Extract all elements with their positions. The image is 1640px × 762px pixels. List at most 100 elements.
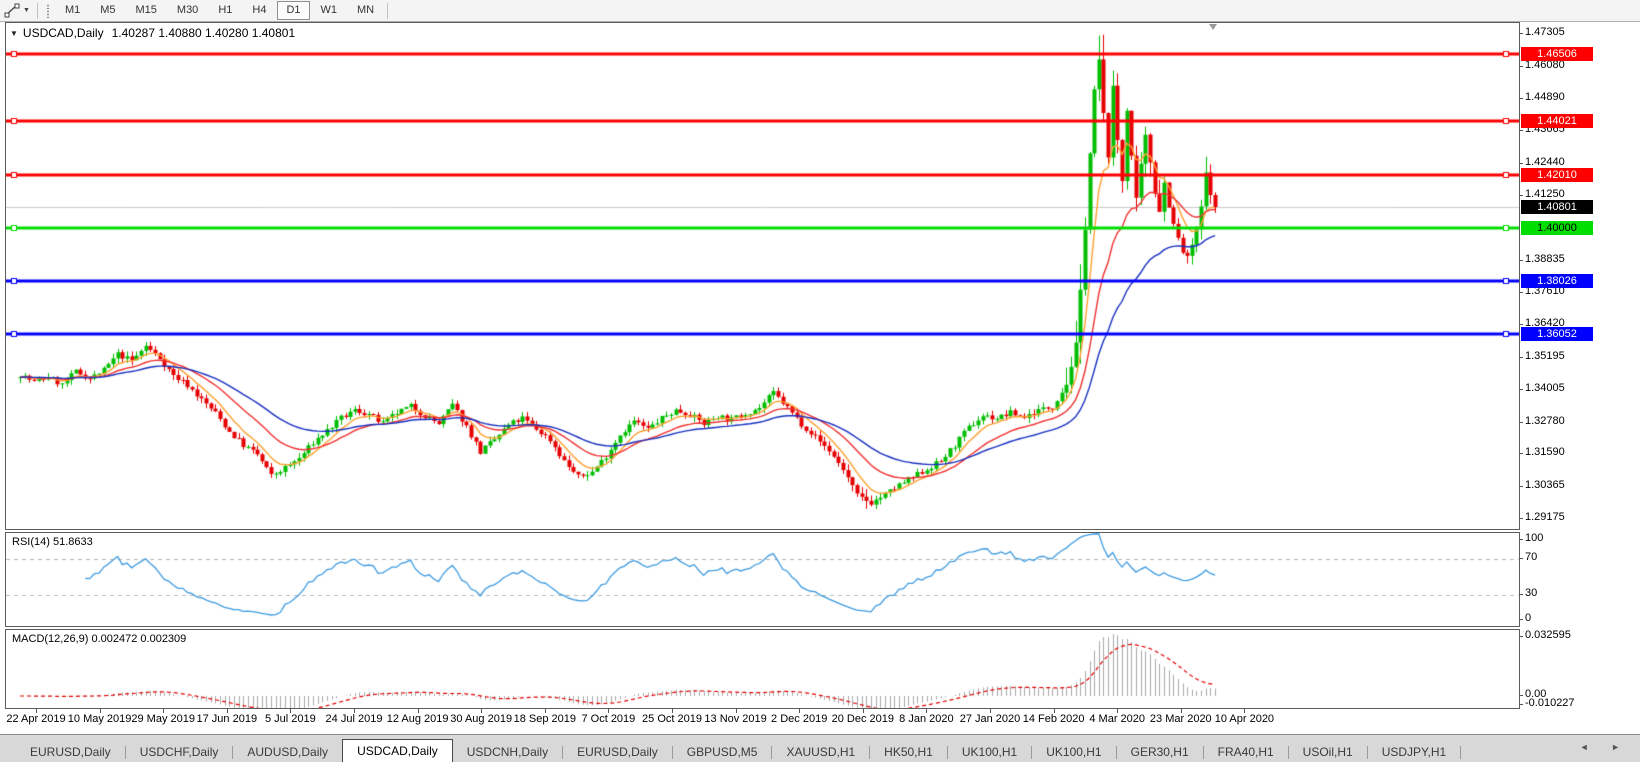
macd-axis-tick-mark <box>1519 636 1523 637</box>
date-axis-tick-mark <box>163 709 165 713</box>
timeframe-button-m15[interactable]: M15 <box>135 4 157 16</box>
macd-label: MACD(12,26,9) 0.002472 0.002309 <box>12 633 187 645</box>
tab-separator <box>946 746 948 759</box>
price-axis-tick: 1.41250 <box>1525 187 1565 200</box>
price-axis-tick: 1.36420 <box>1525 317 1565 330</box>
tab-audusd-daily-2[interactable]: AUDUSD,Daily <box>247 745 329 759</box>
toolbar-separator <box>36 2 38 19</box>
price-axis-tick-mark <box>1519 163 1523 165</box>
tab-separator <box>562 746 564 759</box>
price-axis-tick: 1.32780 <box>1525 414 1565 427</box>
tab-uk100-h1-10[interactable]: UK100,H1 <box>1046 745 1102 759</box>
tab-usdcnh-daily-4[interactable]: USDCNH,Daily <box>466 745 549 759</box>
tab-usoil-h1-13[interactable]: USOil,H1 <box>1302 745 1353 759</box>
date-axis-tick-mark <box>1180 709 1182 713</box>
macd-canvas[interactable] <box>6 630 1519 708</box>
price-axis-tick: 1.35195 <box>1525 349 1565 362</box>
price-axis-tick-mark <box>1519 97 1523 99</box>
rsi-axis-tick-mark <box>1519 558 1523 559</box>
tabs-scroll-right-icon[interactable]: ► <box>1611 742 1630 752</box>
price-axis-tick-mark <box>1519 65 1523 67</box>
current-price-tag: 1.40801 <box>1521 199 1593 214</box>
date-axis-tick: 23 Mar 2020 <box>1149 713 1212 725</box>
macd-axis-tick: 0.032595 <box>1525 629 1571 641</box>
date-axis-tick-mark <box>417 709 419 713</box>
price-axis-tick-mark <box>1519 518 1523 519</box>
level-price-tag-1.40000[interactable]: 1.40000 <box>1521 221 1593 236</box>
timeframe-button-h4[interactable]: H4 <box>252 4 267 16</box>
tab-separator <box>1115 746 1117 759</box>
tab-xauusd-h1-7[interactable]: XAUUSD,H1 <box>786 745 856 759</box>
tab-usdcad-daily-3[interactable]: USDCAD,Daily <box>342 739 453 762</box>
timeframe-button-mn[interactable]: MN <box>357 4 375 16</box>
timeframe-button-d1[interactable]: D1 <box>277 1 310 20</box>
tab-usdchf-daily-1[interactable]: USDCHF,Daily <box>139 745 219 759</box>
tab-uk100-h1-9[interactable]: UK100,H1 <box>961 745 1018 759</box>
date-axis-tick-mark <box>1117 709 1119 713</box>
price-axis-tick-mark <box>1519 259 1523 261</box>
macd-panel[interactable] <box>5 629 1520 709</box>
level-price-tag-1.36052[interactable]: 1.36052 <box>1521 327 1593 342</box>
timeframe-button-h1[interactable]: H1 <box>218 4 233 16</box>
rsi-panel[interactable] <box>5 532 1520 627</box>
price-axis-tick: 1.30365 <box>1525 479 1565 492</box>
tab-fra40-h1-12[interactable]: FRA40,H1 <box>1217 745 1274 759</box>
date-axis-tick-mark <box>1244 709 1246 713</box>
chart-symbol-label: USDCAD,Daily <box>22 26 104 40</box>
rsi-axis-tick: 100 <box>1525 532 1544 544</box>
date-axis-tick: 29 May 2019 <box>131 713 195 725</box>
level-price-tag-1.38026[interactable]: 1.38026 <box>1521 274 1593 289</box>
price-chart-canvas[interactable] <box>6 23 1519 529</box>
date-axis-tick-mark <box>354 709 355 713</box>
price-axis-tick: 1.31590 <box>1525 446 1565 459</box>
price-axis-tick-mark <box>1519 33 1523 34</box>
date-axis-tick-mark <box>1053 709 1055 713</box>
price-axis-tick-mark <box>1519 356 1523 358</box>
tab-gbpusd-m5-6[interactable]: GBPUSD,M5 <box>686 745 758 759</box>
price-axis-tick: 1.47305 <box>1525 26 1565 38</box>
collapse-indicator-icon[interactable]: ▼ <box>10 29 18 38</box>
toolbar-separator <box>387 2 389 19</box>
tab-usdjpy-h1-14[interactable]: USDJPY,H1 <box>1381 745 1447 759</box>
tabs-scroll-left-icon[interactable]: ◄ <box>1579 742 1599 752</box>
tab-separator <box>1366 746 1368 759</box>
date-axis-tick-mark <box>990 709 991 713</box>
tab-eurusd-daily-0[interactable]: EURUSD,Daily <box>30 745 111 759</box>
date-axis-tick-mark <box>735 709 737 713</box>
date-axis-tick-mark <box>481 709 483 713</box>
toolbar-grip-handle[interactable] <box>45 3 50 18</box>
macd-axis-tick: -0.010227 <box>1525 697 1575 709</box>
level-price-tag-1.42010[interactable]: 1.42010 <box>1521 167 1593 182</box>
price-axis-tick-mark <box>1519 421 1523 423</box>
date-axis-tick: 18 Sep 2019 <box>513 713 576 725</box>
timeframe-button-m30[interactable]: M30 <box>176 4 199 16</box>
date-axis-tick: 8 Jan 2020 <box>899 713 954 725</box>
date-axis-tick-mark <box>862 709 864 713</box>
tab-separator <box>1202 746 1204 759</box>
tab-eurusd-daily-5[interactable]: EURUSD,Daily <box>577 745 658 759</box>
rsi-canvas[interactable] <box>6 533 1519 626</box>
timeframe-button-m1[interactable]: M1 <box>64 4 81 16</box>
level-price-tag-1.46506[interactable]: 1.46506 <box>1521 47 1593 62</box>
level-price-tag-1.44021[interactable]: 1.44021 <box>1521 113 1593 128</box>
date-axis-tick: 30 Aug 2019 <box>450 713 513 725</box>
tab-separator <box>671 746 673 759</box>
price-axis-tick-mark <box>1519 194 1523 196</box>
macd-axis-tick-mark <box>1519 704 1523 705</box>
timeframe-button-w1[interactable]: W1 <box>320 4 338 16</box>
timeframe-button-m5[interactable]: M5 <box>100 4 116 16</box>
price-axis-tick: 1.42440 <box>1525 156 1565 169</box>
price-chart-panel[interactable] <box>5 22 1520 530</box>
tab-ger30-h1-11[interactable]: GER30,H1 <box>1130 745 1189 759</box>
date-axis-tick: 22 Apr 2019 <box>6 713 66 725</box>
tab-separator <box>1460 746 1462 759</box>
tab-separator <box>1031 746 1033 759</box>
drawing-tool-button[interactable]: ▼ <box>0 3 34 18</box>
chart-shift-marker[interactable] <box>1209 24 1217 30</box>
price-axis-tick: 1.38835 <box>1525 252 1565 265</box>
rsi-axis-tick-mark <box>1519 619 1523 620</box>
date-axis-tick: 4 Mar 2020 <box>1089 713 1146 725</box>
tab-hk50-h1-8[interactable]: HK50,H1 <box>884 745 933 759</box>
tab-separator <box>124 746 126 759</box>
